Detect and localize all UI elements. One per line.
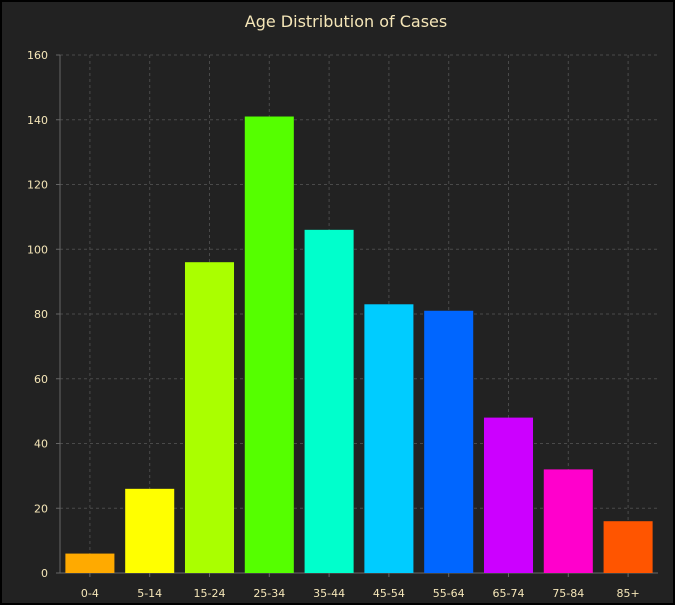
bars <box>65 116 653 573</box>
y-tick-label: 0 <box>41 567 48 580</box>
x-tick-label: 55-64 <box>433 587 465 600</box>
bar-55-64[interactable] <box>424 310 474 573</box>
y-tick-label: 140 <box>27 114 48 127</box>
x-tick-label: 75-84 <box>552 587 584 600</box>
x-tick-label: 15-24 <box>194 587 226 600</box>
y-tick-label: 120 <box>27 179 48 192</box>
bar-35-44[interactable] <box>304 229 354 573</box>
y-tick-label: 100 <box>27 243 48 256</box>
y-tick-label: 60 <box>34 373 48 386</box>
x-tick-label: 35-44 <box>313 587 345 600</box>
chart-title: Age Distribution of Cases <box>245 12 447 31</box>
x-tick-label: 0-4 <box>81 587 99 600</box>
tick-labels: 0 20 40 60 80 100 120 140 160 0-4 5-14 15-24 25-34 35… <box>27 49 640 600</box>
x-tick-label: 45-54 <box>373 587 405 600</box>
bar-15-24[interactable] <box>184 262 235 573</box>
bar-5-14[interactable] <box>125 488 175 573</box>
x-tick-label: 25-34 <box>253 587 285 600</box>
x-tick-label: 65-74 <box>493 587 525 600</box>
x-tick-label: 85+ <box>616 587 639 600</box>
y-tick-label: 80 <box>34 308 48 321</box>
bar-65-74[interactable] <box>483 417 534 573</box>
bar-25-34[interactable] <box>244 116 294 573</box>
bar-0-4[interactable] <box>65 553 115 573</box>
y-tick-label: 40 <box>34 438 48 451</box>
bar-45-54[interactable] <box>364 304 414 573</box>
y-tick-label: 20 <box>34 502 48 515</box>
y-tick-label: 160 <box>27 49 48 62</box>
x-tick-label: 5-14 <box>137 587 162 600</box>
bar-85+[interactable] <box>603 521 653 573</box>
bar-75-84[interactable] <box>543 469 593 573</box>
